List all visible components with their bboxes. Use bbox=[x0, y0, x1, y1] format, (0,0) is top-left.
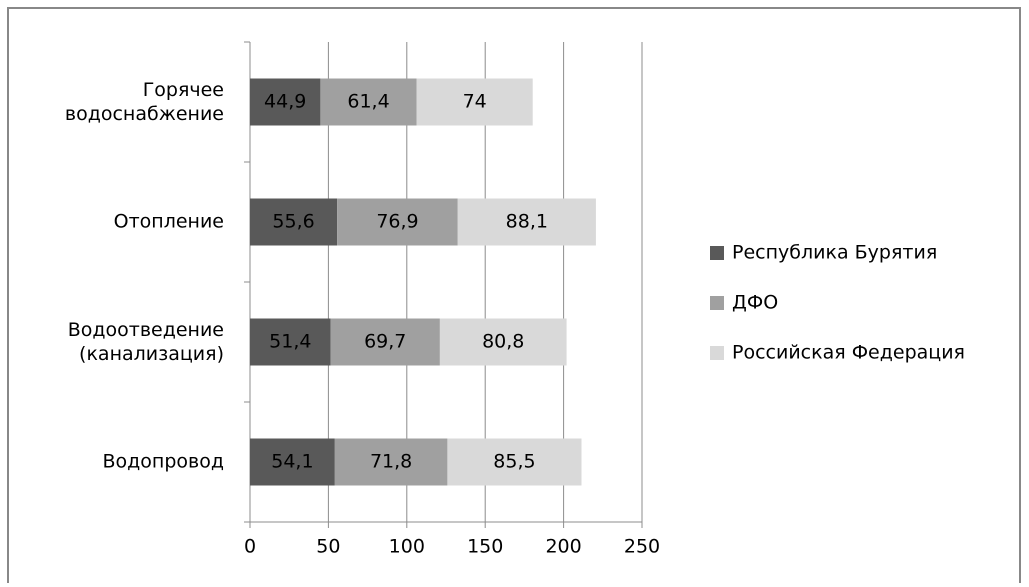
legend-label: ДФО bbox=[732, 292, 778, 314]
data-label: 61,4 bbox=[347, 91, 389, 113]
bar bbox=[447, 438, 582, 486]
bar bbox=[250, 78, 321, 126]
y-tick-label: Горячее водоснабжение bbox=[65, 79, 224, 125]
data-label: 88,1 bbox=[506, 211, 548, 233]
legend-swatch bbox=[710, 246, 724, 260]
x-tick-label: 100 bbox=[389, 536, 425, 558]
y-tick-label-line: Горячее bbox=[143, 79, 224, 101]
legend-swatch bbox=[710, 346, 724, 360]
bar bbox=[337, 198, 458, 246]
data-label: 85,5 bbox=[493, 451, 535, 473]
data-label: 55,6 bbox=[272, 211, 314, 233]
bar bbox=[439, 318, 567, 366]
data-label: 80,8 bbox=[482, 331, 524, 353]
legend-label: Республика Бурятия bbox=[732, 242, 937, 264]
y-tick-label-line: (канализация) bbox=[79, 343, 224, 365]
bar bbox=[250, 438, 335, 486]
bar bbox=[320, 78, 417, 126]
data-label: 76,9 bbox=[376, 211, 418, 233]
bar bbox=[250, 198, 338, 246]
y-tick-label: Отопление bbox=[114, 211, 224, 233]
y-tick-label: Водоотведение (канализация) bbox=[68, 319, 224, 365]
data-label: 69,7 bbox=[364, 331, 406, 353]
bar bbox=[416, 78, 533, 126]
data-label: 71,8 bbox=[370, 451, 412, 473]
data-label: 74 bbox=[463, 91, 487, 113]
data-label: 51,4 bbox=[269, 331, 311, 353]
legend-label: Российская Федерация bbox=[732, 342, 965, 364]
x-tick-label: 150 bbox=[467, 536, 503, 558]
x-tick-label: 200 bbox=[545, 536, 581, 558]
legend-swatch bbox=[710, 296, 724, 310]
x-tick-label: 250 bbox=[624, 536, 660, 558]
x-tick-label: 0 bbox=[244, 536, 256, 558]
bar bbox=[330, 318, 440, 366]
y-tick-label-line: Водоотведение bbox=[68, 319, 224, 341]
bar bbox=[250, 318, 331, 366]
x-tick-label: 50 bbox=[316, 536, 340, 558]
bar bbox=[334, 438, 448, 486]
y-tick-label: Водопровод bbox=[103, 451, 225, 473]
data-label: 54,1 bbox=[271, 451, 313, 473]
y-tick-label-line: водоснабжение bbox=[65, 103, 224, 125]
bar bbox=[457, 198, 596, 246]
data-label: 44,9 bbox=[264, 91, 306, 113]
